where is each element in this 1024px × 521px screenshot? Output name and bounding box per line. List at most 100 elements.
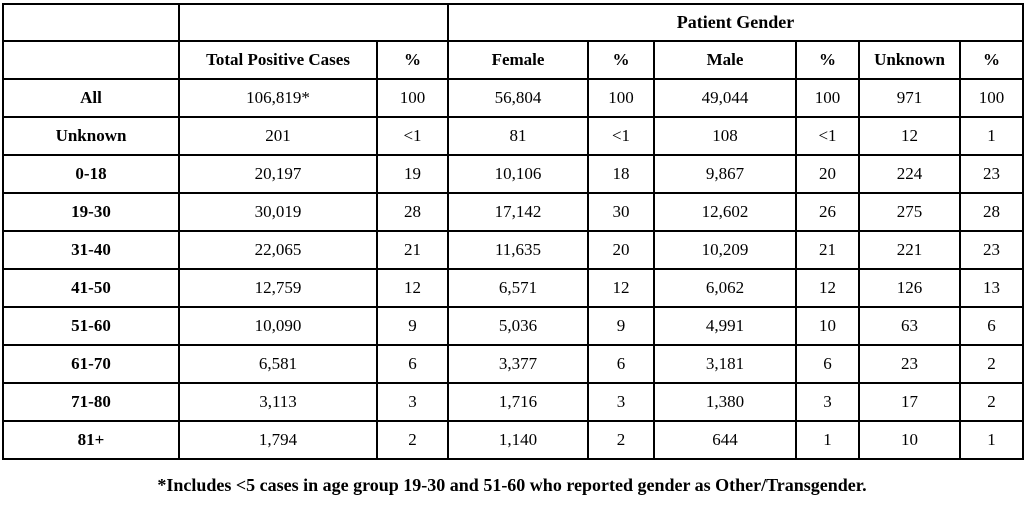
col-header-unknown: Unknown bbox=[858, 40, 961, 80]
data-cell: 644 bbox=[653, 420, 797, 460]
data-cell: 12 bbox=[858, 116, 961, 156]
patient-gender-table: Patient Gender Total Positive Cases % Fe… bbox=[2, 3, 1024, 460]
row-label-cell: Unknown bbox=[2, 116, 180, 156]
data-cell: 20,197 bbox=[178, 154, 378, 194]
data-cell: 2 bbox=[958, 344, 1024, 384]
data-cell: 23 bbox=[858, 344, 961, 384]
data-cell: 2 bbox=[587, 420, 655, 460]
col-header-unknown-percent: % bbox=[958, 40, 1024, 80]
col-header-male-percent: % bbox=[795, 40, 860, 80]
data-cell: 6,571 bbox=[447, 268, 589, 308]
data-cell: 1 bbox=[958, 420, 1024, 460]
data-cell: 26 bbox=[795, 192, 860, 232]
data-cell: 56,804 bbox=[447, 78, 589, 118]
data-cell: 6 bbox=[587, 344, 655, 384]
table-row: 41-50 12,759 12 6,571 12 6,062 12 126 13 bbox=[2, 268, 1024, 308]
data-cell: 10 bbox=[795, 306, 860, 346]
data-cell: 5,036 bbox=[447, 306, 589, 346]
row-label-cell: 31-40 bbox=[2, 230, 180, 270]
table-row: 81+ 1,794 2 1,140 2 644 1 10 1 bbox=[2, 420, 1024, 460]
data-cell: 6 bbox=[958, 306, 1024, 346]
data-cell: 6 bbox=[376, 344, 449, 384]
data-cell: 1,794 bbox=[178, 420, 378, 460]
data-cell: 1,380 bbox=[653, 382, 797, 422]
data-cell: 3,113 bbox=[178, 382, 378, 422]
data-cell: <1 bbox=[376, 116, 449, 156]
data-cell: 23 bbox=[958, 154, 1024, 194]
row-label-cell: 71-80 bbox=[2, 382, 180, 422]
data-cell: 10,090 bbox=[178, 306, 378, 346]
data-cell: 10 bbox=[858, 420, 961, 460]
data-cell: 19 bbox=[376, 154, 449, 194]
data-cell: 10,209 bbox=[653, 230, 797, 270]
data-cell: 1,140 bbox=[447, 420, 589, 460]
table-row: 51-60 10,090 9 5,036 9 4,991 10 63 6 bbox=[2, 306, 1024, 346]
data-cell: 3 bbox=[795, 382, 860, 422]
data-cell: 6,581 bbox=[178, 344, 378, 384]
data-cell: 108 bbox=[653, 116, 797, 156]
data-cell: 275 bbox=[858, 192, 961, 232]
data-cell: 100 bbox=[958, 78, 1024, 118]
data-cell: 12,759 bbox=[178, 268, 378, 308]
data-cell: 6,062 bbox=[653, 268, 797, 308]
data-cell: 21 bbox=[795, 230, 860, 270]
col-header-male: Male bbox=[653, 40, 797, 80]
col-header-total-positive-cases: Total Positive Cases bbox=[178, 40, 378, 80]
data-cell: 12,602 bbox=[653, 192, 797, 232]
table-row: 0-18 20,197 19 10,106 18 9,867 20 224 23 bbox=[2, 154, 1024, 194]
data-cell: 2 bbox=[958, 382, 1024, 422]
table-row: 71-80 3,113 3 1,716 3 1,380 3 17 2 bbox=[2, 382, 1024, 422]
data-cell: 81 bbox=[447, 116, 589, 156]
row-label-cell: 51-60 bbox=[2, 306, 180, 346]
data-cell: 1 bbox=[795, 420, 860, 460]
col-header-female: Female bbox=[447, 40, 589, 80]
column-header-row: Total Positive Cases % Female % Male % U… bbox=[2, 40, 1024, 80]
group-header-row: Patient Gender bbox=[2, 3, 1024, 42]
corner-cell-total bbox=[178, 3, 449, 42]
data-cell: 971 bbox=[858, 78, 961, 118]
data-cell: 17 bbox=[858, 382, 961, 422]
data-cell: 20 bbox=[587, 230, 655, 270]
data-cell: 6 bbox=[795, 344, 860, 384]
data-cell: 12 bbox=[795, 268, 860, 308]
row-label-cell: 81+ bbox=[2, 420, 180, 460]
data-cell: 221 bbox=[858, 230, 961, 270]
row-label-cell: 19-30 bbox=[2, 192, 180, 232]
data-cell: 1 bbox=[958, 116, 1024, 156]
data-cell: <1 bbox=[795, 116, 860, 156]
data-cell: 100 bbox=[587, 78, 655, 118]
patient-gender-group-header: Patient Gender bbox=[446, 3, 1024, 42]
table-row: 19-30 30,019 28 17,142 30 12,602 26 275 28 bbox=[2, 192, 1024, 232]
data-cell: 100 bbox=[795, 78, 860, 118]
corner-cell-left bbox=[2, 3, 180, 42]
table-row: 61-70 6,581 6 3,377 6 3,181 6 23 2 bbox=[2, 344, 1024, 384]
data-cell: 100 bbox=[376, 78, 449, 118]
data-cell: 3 bbox=[587, 382, 655, 422]
data-cell: 18 bbox=[587, 154, 655, 194]
data-cell: 23 bbox=[958, 230, 1024, 270]
data-cell: 12 bbox=[587, 268, 655, 308]
data-cell: 2 bbox=[376, 420, 449, 460]
data-cell: 201 bbox=[178, 116, 378, 156]
data-cell: 9,867 bbox=[653, 154, 797, 194]
data-cell: <1 bbox=[587, 116, 655, 156]
table-row: 31-40 22,065 21 11,635 20 10,209 21 221 23 bbox=[2, 230, 1024, 270]
table-row: All 106,819* 100 56,804 100 49,044 100 971 100 bbox=[2, 78, 1024, 118]
data-cell: 3,377 bbox=[447, 344, 589, 384]
data-cell: 63 bbox=[858, 306, 961, 346]
data-cell: 9 bbox=[376, 306, 449, 346]
data-cell: 28 bbox=[376, 192, 449, 232]
data-cell: 21 bbox=[376, 230, 449, 270]
table-row: Unknown 201 <1 81 <1 108 <1 12 1 bbox=[2, 116, 1024, 156]
data-cell: 49,044 bbox=[653, 78, 797, 118]
data-cell: 11,635 bbox=[447, 230, 589, 270]
data-cell: 10,106 bbox=[447, 154, 589, 194]
data-cell: 3 bbox=[376, 382, 449, 422]
data-cell: 9 bbox=[587, 306, 655, 346]
data-cell: 22,065 bbox=[178, 230, 378, 270]
page: Patient Gender Total Positive Cases % Fe… bbox=[0, 3, 1024, 521]
data-cell: 126 bbox=[858, 268, 961, 308]
row-label-cell: 61-70 bbox=[2, 344, 180, 384]
col-header-total-percent: % bbox=[376, 40, 449, 80]
data-cell: 13 bbox=[958, 268, 1024, 308]
